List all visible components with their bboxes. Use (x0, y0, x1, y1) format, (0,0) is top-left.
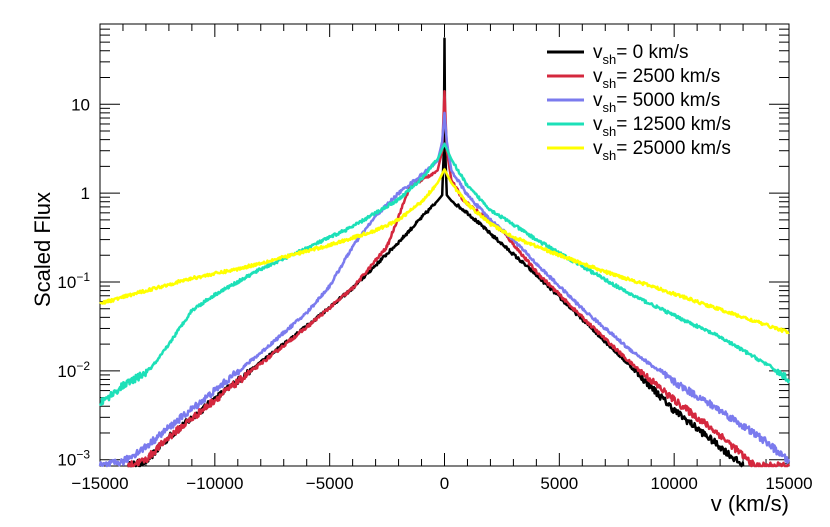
tick-labels: −15000 −10000 −5000 0 5000 10000 15000 10−3 10−2… (57, 95, 812, 493)
legend-label-25000: vsh= 25000 km/s (593, 138, 731, 163)
x-tick-label: 10000 (651, 474, 698, 493)
legend-label-12500: vsh= 12500 km/s (593, 114, 731, 139)
x-tick-label: 0 (440, 474, 449, 493)
legend-label-5000: vsh= 5000 km/s (593, 90, 720, 115)
x-tick-label: 15000 (765, 474, 812, 493)
y-tick-label: 10−2 (57, 359, 90, 381)
series-line-12500 (98, 142, 791, 407)
legend-label-2500: vsh= 2500 km/s (593, 66, 720, 91)
series-line-5000 (98, 111, 791, 468)
y-axis-title: Scaled Flux (30, 192, 55, 307)
legend-label-0: vsh= 0 km/s (593, 42, 689, 67)
y-tick-label: 1 (81, 184, 90, 203)
series-line-25000 (99, 168, 790, 335)
x-tick-label: −10000 (186, 474, 243, 493)
y-tick-label: 10 (71, 95, 90, 114)
axis-ticks (99, 23, 790, 466)
series-lines (98, 37, 791, 468)
series-line-2500 (126, 90, 791, 468)
y-tick-label: 10−3 (57, 448, 90, 470)
x-axis-title: v (km/s) (711, 491, 789, 516)
x-tick-label: −5000 (306, 474, 354, 493)
x-tick-label: −15000 (71, 474, 128, 493)
x-tick-label: 5000 (540, 474, 578, 493)
y-tick-label: 10−1 (57, 270, 90, 292)
